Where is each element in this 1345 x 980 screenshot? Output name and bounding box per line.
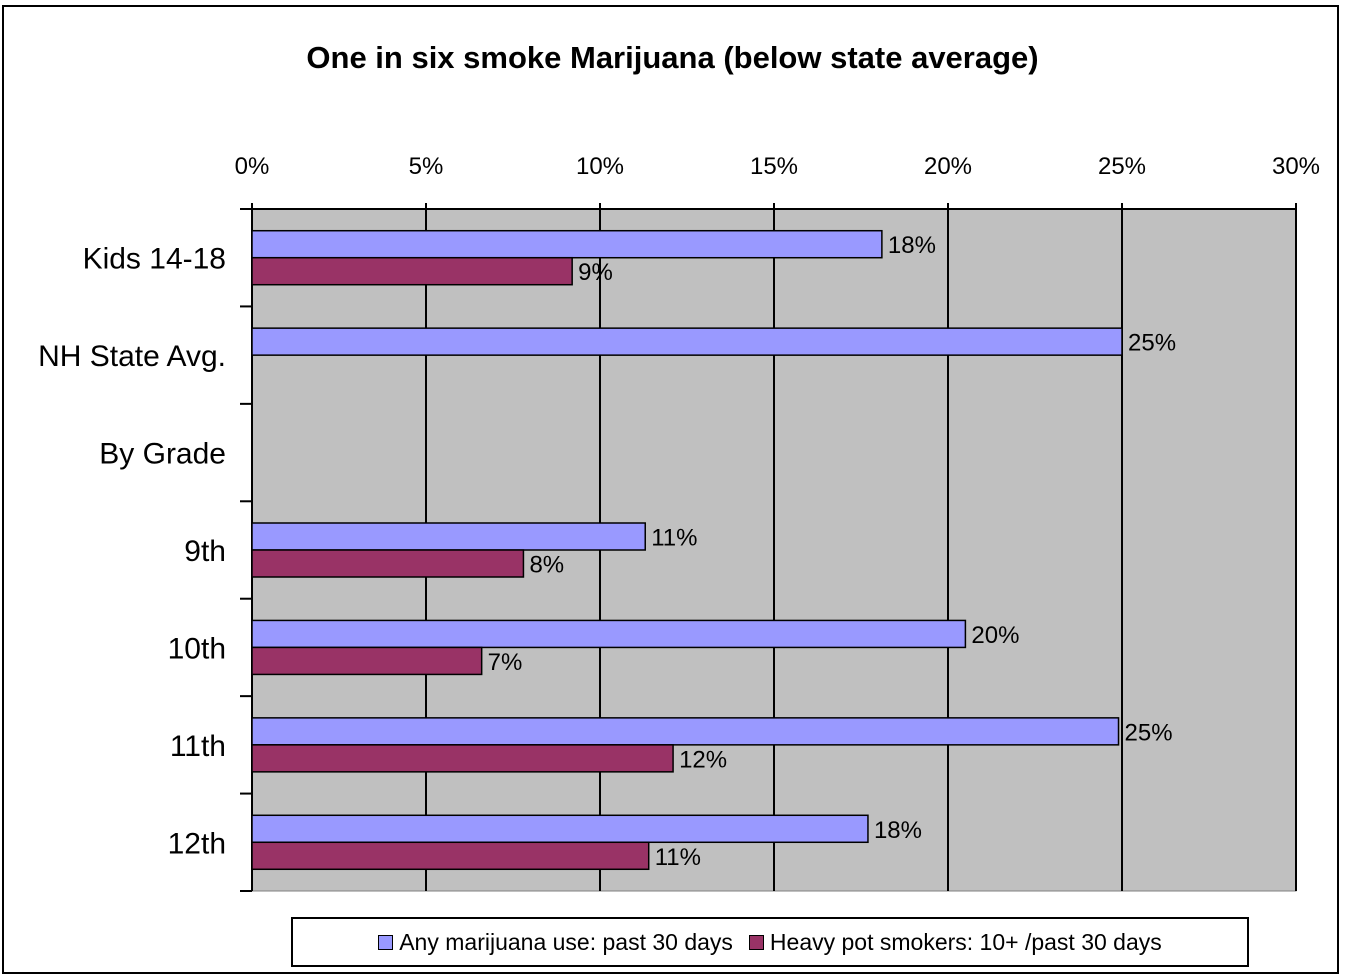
data-label: 18% — [874, 817, 922, 844]
bar — [251, 619, 967, 649]
category-label: 10th — [168, 632, 226, 665]
category-label: Kids 14-18 — [83, 243, 226, 276]
bar — [251, 841, 650, 871]
bar — [251, 646, 483, 676]
x-tick-label: 25% — [1098, 153, 1146, 180]
category-label: 12th — [168, 827, 226, 860]
x-tick-label: 0% — [235, 153, 270, 180]
bar — [251, 522, 646, 551]
chart-title: One in six smoke Marijuana (below state … — [306, 40, 1039, 75]
bar — [251, 327, 1123, 356]
x-tick-label: 15% — [750, 153, 798, 180]
data-label: 20% — [971, 622, 1019, 649]
category-label: 11th — [170, 730, 226, 763]
x-tick-label: 20% — [924, 153, 972, 180]
data-label: 25% — [1125, 719, 1173, 746]
data-label: 11% — [651, 525, 697, 552]
legend-item-heavy: Heavy pot smokers: 10+ /past 30 days — [748, 928, 1162, 956]
bar — [251, 717, 1120, 746]
bar — [251, 256, 573, 286]
category-label: By Grade — [99, 438, 226, 471]
data-label: 8% — [529, 552, 564, 579]
bar — [251, 549, 525, 578]
legend-label-any-use: Any marijuana use: past 30 days — [399, 928, 733, 955]
data-label: 7% — [488, 649, 523, 676]
bar — [251, 744, 674, 773]
data-label: 11% — [655, 844, 701, 871]
x-tick-label: 10% — [576, 153, 624, 180]
legend-swatch-heavy — [748, 934, 764, 950]
legend: Any marijuana use: past 30 days Heavy po… — [291, 917, 1249, 967]
legend-swatch-any-use — [378, 934, 394, 950]
legend-item-any-use: Any marijuana use: past 30 days — [378, 929, 733, 956]
legend-label-heavy: Heavy pot smokers: 10+ /past 30 days — [769, 928, 1162, 955]
data-label: 9% — [578, 259, 613, 286]
x-tick-label: 5% — [409, 153, 444, 180]
bar — [251, 814, 869, 844]
category-label: NH State Avg. — [38, 340, 226, 373]
category-label: 9th — [184, 535, 226, 568]
x-tick-label: 30% — [1272, 153, 1320, 180]
data-label: 25% — [1128, 330, 1176, 357]
bar — [251, 229, 883, 259]
data-label: 12% — [679, 746, 727, 773]
data-label: 18% — [888, 232, 936, 259]
